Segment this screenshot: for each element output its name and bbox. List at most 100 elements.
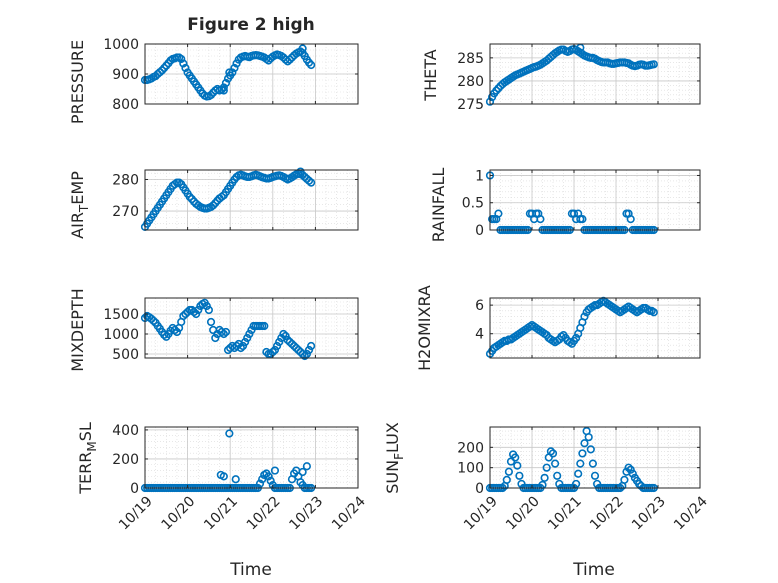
data-point — [243, 333, 252, 343]
data-point — [302, 349, 311, 359]
data-point — [542, 463, 551, 472]
data-point — [219, 83, 228, 92]
data-point — [236, 343, 245, 353]
data-point — [548, 449, 558, 458]
axes-box — [144, 297, 359, 359]
data-point — [170, 325, 179, 335]
data-point — [285, 337, 294, 347]
data-point — [304, 345, 314, 355]
data-point — [628, 469, 637, 478]
data-point — [231, 475, 240, 484]
data-point — [219, 472, 228, 481]
data-point — [550, 459, 560, 468]
data-point — [202, 301, 211, 311]
data-point — [258, 475, 267, 484]
data-point — [189, 307, 199, 317]
ylabel-terr-msl: TERRMSL — [76, 422, 99, 495]
data-point — [555, 479, 564, 489]
data-point — [634, 479, 644, 489]
y-tick-label: 1000 — [103, 327, 139, 343]
panel-h2omixra: 46 — [475, 296, 701, 359]
data-point — [298, 467, 307, 477]
y-tick-label: 500 — [112, 347, 139, 363]
ylabel-air-temp-rest: EMP — [68, 171, 87, 205]
data-point — [517, 479, 526, 489]
data-point — [221, 327, 231, 337]
xlabel-left: Time — [229, 560, 272, 580]
data-point — [228, 68, 237, 77]
y-tick-label: 4 — [475, 327, 484, 343]
data-point — [149, 316, 158, 325]
data-point — [172, 327, 182, 337]
data-point — [241, 337, 250, 347]
data-point — [504, 467, 514, 476]
y-tick-label: 0 — [475, 481, 484, 497]
data-point — [580, 312, 589, 321]
data-point — [592, 479, 602, 489]
y-tick-label: 0 — [475, 223, 484, 239]
ylabel-mixdepth: MIXDEPTH — [68, 288, 87, 371]
ylabel-sun-main: SUN — [383, 460, 402, 494]
xlabel-right: Time — [572, 560, 615, 580]
y-tick-label: 285 — [457, 51, 484, 67]
data-point — [285, 55, 294, 64]
ylabel-air-temp-main: AIR — [68, 212, 87, 239]
data-point — [275, 337, 284, 347]
data-point — [155, 68, 165, 77]
data-point — [270, 345, 280, 355]
y-tick-label: 6 — [475, 298, 484, 314]
data-point — [217, 327, 226, 337]
data-point — [290, 341, 299, 351]
panel-theta: 275 280 285 — [457, 43, 701, 113]
data-point — [506, 457, 516, 466]
ylabel-sun-sub: F — [392, 453, 406, 460]
data-point — [230, 63, 239, 73]
data-point — [181, 309, 190, 319]
y-tick-label: 200 — [457, 440, 484, 456]
data-point — [571, 479, 581, 489]
data-point — [147, 314, 156, 323]
ylabel-sun-rest: LUX — [383, 422, 402, 453]
data-point — [494, 209, 503, 218]
data-point — [586, 445, 595, 454]
data-point — [620, 475, 629, 484]
data-point — [211, 333, 220, 343]
y-tick-label: 280 — [457, 74, 484, 90]
y-tick-label: 0.5 — [462, 196, 484, 212]
ylabel-terr-rest: SL — [76, 422, 95, 441]
data-point — [160, 330, 169, 339]
data-point — [515, 471, 524, 480]
data-point — [502, 475, 511, 484]
axes-box — [489, 43, 701, 105]
data-point — [307, 178, 316, 187]
data-point — [185, 192, 194, 201]
data-point — [536, 214, 545, 224]
ylabel-pressure: PRESSURE — [68, 40, 87, 124]
data-point — [511, 453, 520, 462]
y-tick-label: 800 — [112, 97, 139, 113]
data-point — [177, 54, 186, 64]
data-point — [204, 305, 213, 315]
data-point — [590, 471, 600, 480]
y-tick-label: 900 — [112, 67, 139, 83]
data-point — [247, 325, 256, 335]
panel-rainfall: 00.51 — [462, 168, 701, 239]
ylabel-h2omixra: H2OMIXRA — [415, 285, 434, 371]
figure-title: Figure 2 high — [187, 15, 315, 35]
y-tick-label: 100 — [457, 461, 484, 477]
axes-box — [489, 169, 701, 231]
data-point — [626, 465, 635, 474]
data-point — [264, 472, 273, 481]
y-tick-label: 1500 — [103, 307, 139, 323]
data-point — [307, 341, 316, 351]
data-point — [287, 339, 297, 349]
data-point — [584, 433, 593, 442]
data-point — [546, 447, 556, 456]
data-point — [283, 335, 292, 345]
data-point — [270, 466, 280, 475]
y-tick-label: 1 — [475, 168, 484, 184]
data-point — [513, 461, 522, 470]
data-point — [302, 462, 311, 471]
